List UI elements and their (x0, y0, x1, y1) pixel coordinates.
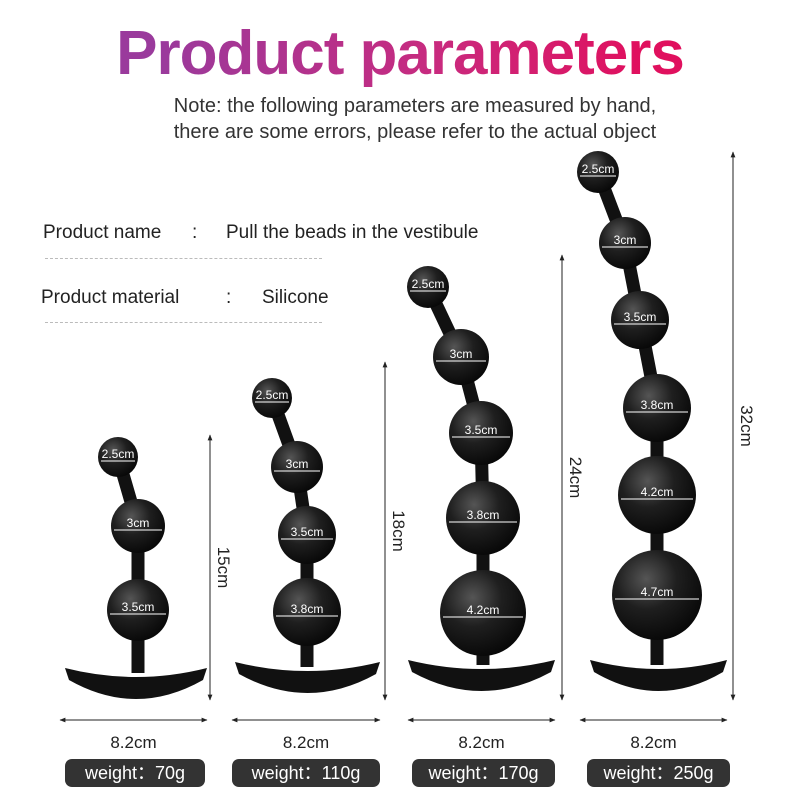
product-4: 2.5cm 3cm 3.5cm 3.8cm 4.2cm 4.7cm 32cm 8.2cm wei… (577, 151, 756, 787)
width-label: 8.2cm (458, 733, 504, 752)
bead-diameter-label: 3.5cm (122, 600, 155, 614)
bead (278, 506, 336, 564)
base-flange (65, 668, 207, 699)
bead-diameter-label: 2.5cm (102, 447, 135, 461)
bead-diameter-label: 2.5cm (256, 388, 289, 402)
bead (612, 550, 702, 640)
bead (271, 441, 323, 493)
product-2: 2.5cm 3cm 3.5cm 3.8cm 18cm 8.2cm weight：110g (231, 361, 408, 787)
product-material-label: Product material (41, 287, 180, 308)
bead-diameter-label: 3.8cm (467, 508, 500, 522)
bead-diameter-label: 3.5cm (291, 525, 324, 539)
base-flange (408, 660, 555, 691)
bead (98, 437, 138, 477)
bead-diameter-label: 2.5cm (582, 162, 615, 176)
length-label: 32cm (737, 405, 756, 447)
bead-diameter-label: 3.8cm (641, 398, 674, 412)
bead (440, 570, 526, 656)
bead-diameter-label: 4.2cm (467, 603, 500, 617)
product-name-label: Product name (43, 222, 162, 243)
bead-diameter-label: 4.7cm (641, 585, 674, 599)
bead (433, 329, 489, 385)
bead (618, 456, 696, 534)
width-label: 8.2cm (110, 733, 156, 752)
divider (45, 258, 322, 259)
bead (446, 481, 520, 555)
bead (623, 374, 691, 442)
bead-diameter-label: 3cm (614, 233, 637, 247)
weight-badge (232, 759, 380, 787)
stem (111, 455, 145, 673)
product-material-separator: : (226, 287, 232, 308)
bead (577, 151, 619, 193)
weight-label: weight：250g (602, 763, 713, 783)
bead (252, 378, 292, 418)
product-material-value: Silicone (262, 287, 329, 308)
divider (45, 322, 322, 323)
product-name-value: Pull the beads in the vestibule (226, 222, 479, 243)
bead (599, 217, 651, 269)
weight-label: weight：110g (251, 763, 361, 783)
base-flange (590, 660, 727, 691)
bead-diameter-label: 3.5cm (465, 423, 498, 437)
length-label: 15cm (214, 547, 233, 589)
bead (407, 266, 449, 308)
product-1: 2.5cm 3cm 3.5cm 15cm 8.2cm weight：70g (59, 434, 233, 787)
bead-diameter-label: 4.2cm (641, 485, 674, 499)
bead-diameter-label: 3cm (450, 347, 473, 361)
width-label: 8.2cm (630, 733, 676, 752)
bead (273, 578, 341, 646)
bead (449, 401, 513, 465)
product-3: 2.5cm 3cm 3.5cm 3.8cm 4.2cm 24cm 8.2cm weight：1… (407, 254, 585, 787)
weight-label: weight：170g (427, 763, 538, 783)
product-name-separator: : (192, 222, 198, 243)
page-title: Product parameters (0, 18, 800, 89)
base-flange (235, 662, 380, 693)
bead (107, 579, 169, 641)
weight-badge (65, 759, 205, 787)
bead-diameter-label: 3.5cm (624, 310, 657, 324)
length-label: 18cm (389, 510, 408, 552)
weight-badge (412, 759, 555, 787)
note-line-1: Note: the following parameters are measu… (173, 95, 657, 117)
bead-diameter-label: 2.5cm (412, 277, 445, 291)
bead-diameter-label: 3cm (127, 516, 150, 530)
bead (611, 291, 669, 349)
weight-label: weight：70g (84, 763, 185, 783)
length-label: 24cm (566, 457, 585, 499)
note-line-2: there are some errors, please refer to t… (173, 121, 657, 143)
bead-diameter-label: 3.8cm (291, 602, 324, 616)
bead-diameter-label: 3cm (286, 457, 309, 471)
bead (111, 499, 165, 553)
weight-badge (587, 759, 730, 787)
width-label: 8.2cm (283, 733, 329, 752)
